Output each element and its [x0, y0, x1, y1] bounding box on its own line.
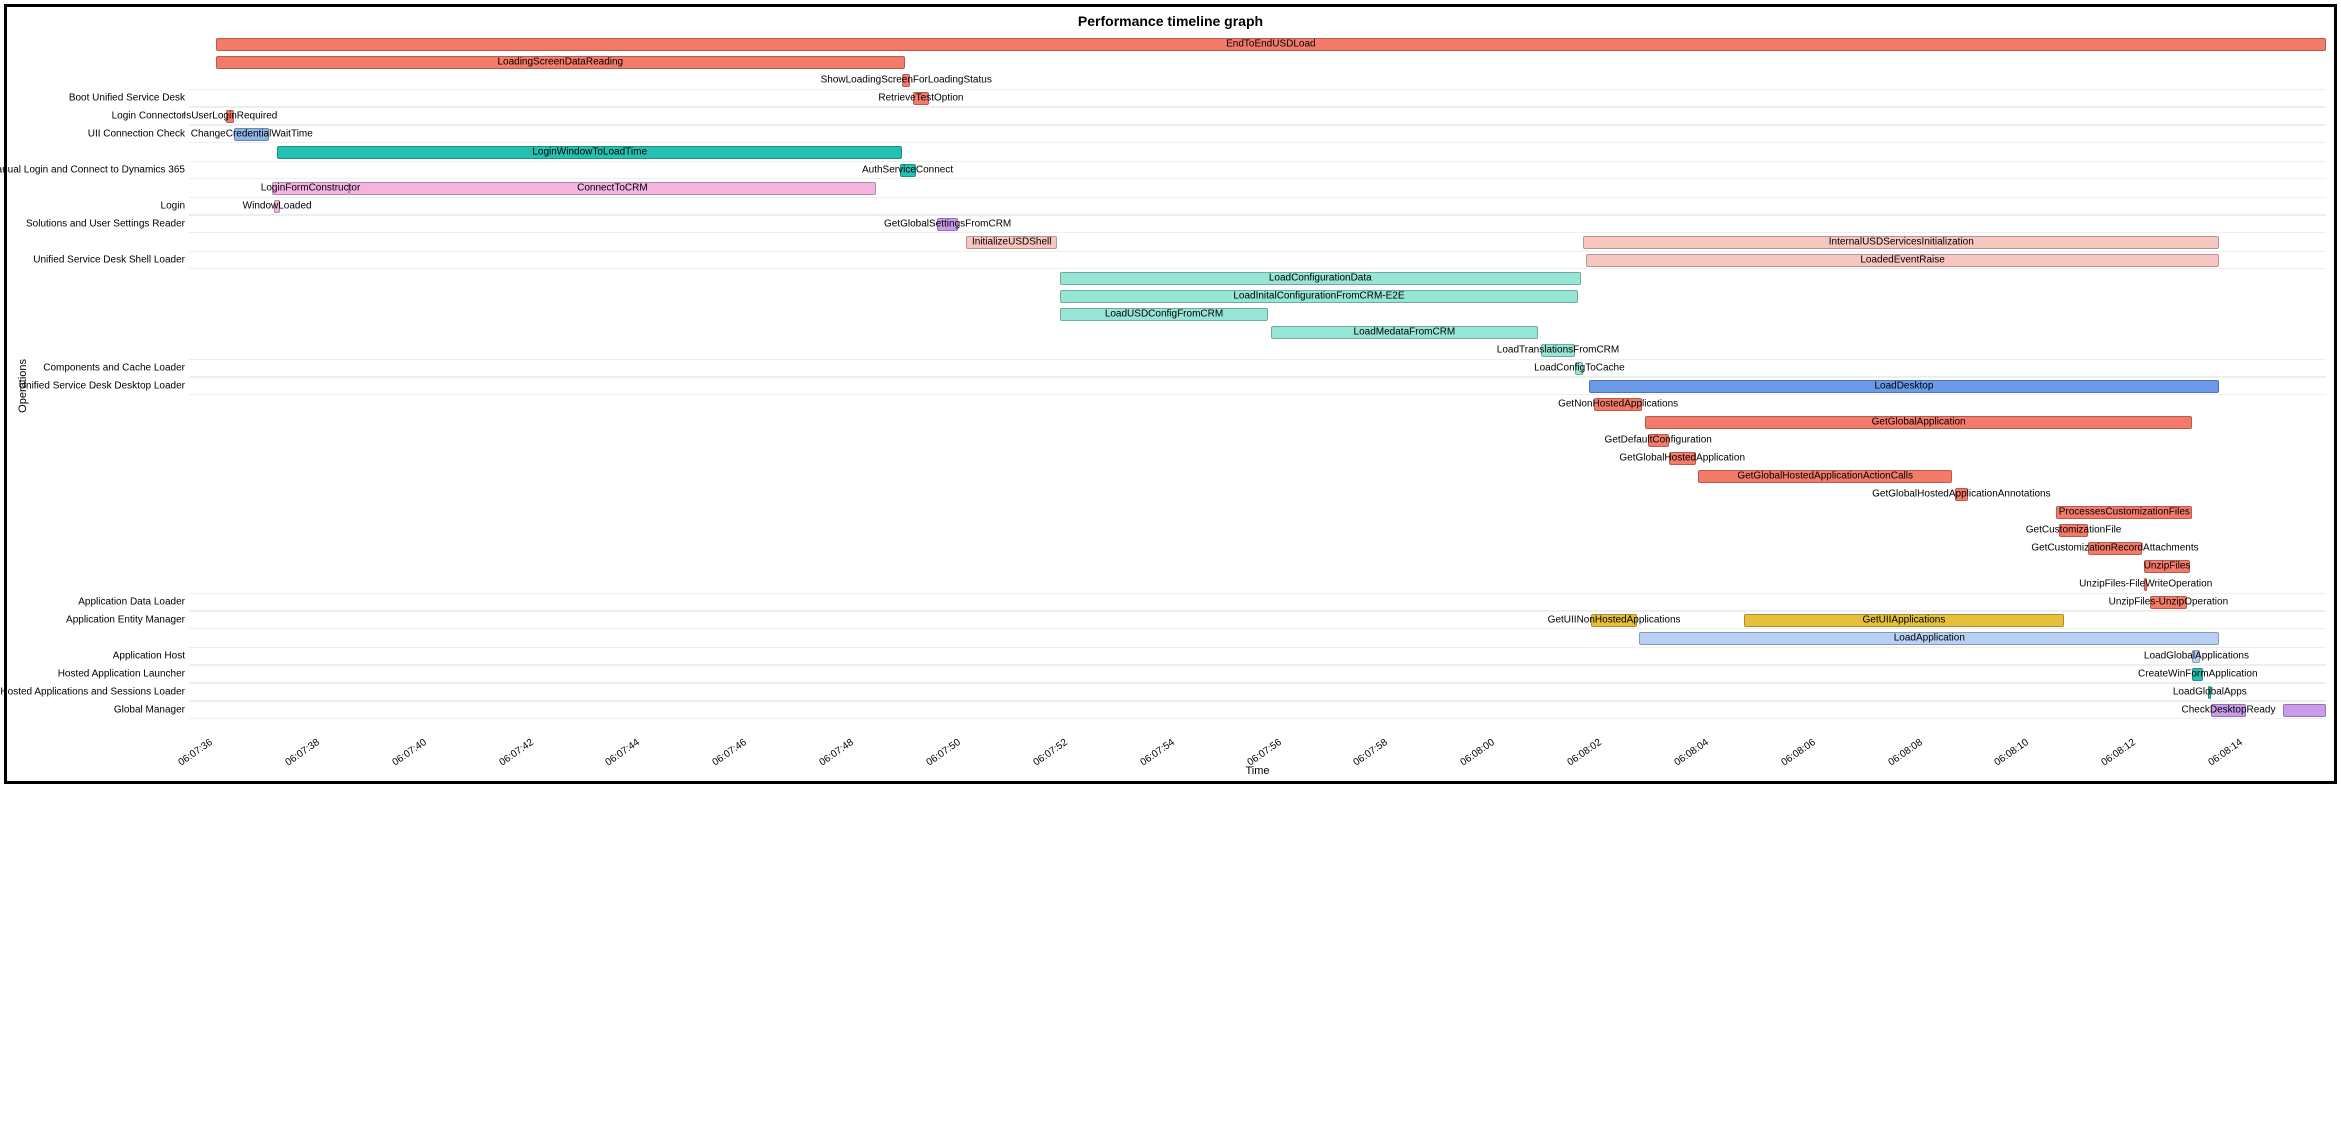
timeline-bar[interactable]: [2150, 596, 2187, 609]
x-tick-label: 06:07:36: [177, 737, 215, 768]
row-guide: [189, 107, 2326, 125]
timeline-bar[interactable]: [2059, 524, 2088, 537]
row-guide: [189, 683, 2326, 701]
row-guide: [189, 161, 2326, 179]
x-tick-label: 06:07:44: [604, 737, 642, 768]
row-guide: [189, 593, 2326, 611]
timeline-bar[interactable]: [1669, 452, 1696, 465]
timeline-bar[interactable]: [277, 146, 902, 159]
row-guide: [189, 215, 2326, 233]
timeline-bar[interactable]: [1060, 308, 1268, 321]
x-tick-label: 06:07:58: [1352, 737, 1390, 768]
y-category-label: Unified Service Desk Desktop Loader: [19, 381, 185, 392]
row-guide: [189, 89, 2326, 107]
timeline-bar[interactable]: [2211, 704, 2246, 717]
x-tick-label: 06:08:10: [1993, 737, 2031, 768]
x-tick-label: 06:08:08: [1886, 737, 1924, 768]
row-guide: [189, 197, 2326, 215]
timeline-bar[interactable]: [1591, 614, 1636, 627]
timeline-bar[interactable]: [2144, 560, 2189, 573]
y-category-label: Global Manager: [114, 705, 185, 716]
timeline-bar[interactable]: [937, 218, 958, 231]
timeline-bar[interactable]: [2283, 704, 2326, 717]
row-guide: [189, 359, 2326, 377]
x-tick-label: 06:08:00: [1459, 737, 1497, 768]
y-category-label: Application Entity Manager: [66, 615, 185, 626]
timeline-bar[interactable]: [1744, 614, 2065, 627]
plot-area: EndToEndUSDLoadLoadingScreenDataReadingS…: [189, 35, 2326, 737]
timeline-bar[interactable]: [2192, 650, 2200, 663]
y-category-label: Components and Cache Loader: [43, 363, 185, 374]
timeline-bar[interactable]: [234, 128, 269, 141]
timeline-bar[interactable]: [349, 182, 875, 195]
timeline-bar[interactable]: [274, 200, 279, 213]
x-tick-label: 06:07:50: [925, 737, 963, 768]
timeline-bar[interactable]: [1060, 290, 1578, 303]
timeline-bar[interactable]: [216, 38, 2326, 51]
x-tick-label: 06:07:54: [1138, 737, 1176, 768]
x-tick-label: 06:07:46: [711, 737, 749, 768]
y-category-label: Application Data Loader: [78, 597, 185, 608]
timeline-bar[interactable]: [913, 92, 929, 105]
y-category-label: Login: [161, 201, 185, 212]
x-tick-label: 06:08:02: [1566, 737, 1604, 768]
row-guide: [189, 665, 2326, 683]
timeline-bar[interactable]: [1594, 398, 1642, 411]
timeline-bar[interactable]: [1541, 344, 1576, 357]
timeline-bar[interactable]: [2088, 542, 2141, 555]
timeline-bar[interactable]: [1589, 380, 2219, 393]
y-category-label: Hosted Application Launcher: [58, 669, 185, 680]
chart-frame: Performance timeline graph Operations Bo…: [4, 4, 2337, 784]
timeline-bar[interactable]: [1648, 434, 1669, 447]
timeline-bar[interactable]: [2056, 506, 2192, 519]
timeline-bar[interactable]: [1583, 236, 2219, 249]
x-tick-label: 06:07:52: [1031, 737, 1069, 768]
y-category-label: Manual Login and Connect to Dynamics 365: [0, 165, 185, 176]
timeline-bar[interactable]: [2192, 668, 2203, 681]
y-category-label: UII Connection Check: [88, 129, 185, 140]
timeline-bar[interactable]: [2144, 578, 2147, 591]
y-category-label: Hosted Applications and Sessions Loader: [0, 687, 185, 698]
x-tick-label: 06:08:06: [1779, 737, 1817, 768]
x-tick-label: 06:08:14: [2207, 737, 2245, 768]
xaxis: Time 06:07:3606:07:3806:07:4006:07:4206:…: [189, 737, 2326, 773]
timeline-bar[interactable]: [1639, 632, 2219, 645]
y-category-label: Boot Unified Service Desk: [69, 93, 185, 104]
y-category-label: Login Connector: [112, 111, 185, 122]
x-tick-label: 06:08:04: [1672, 737, 1710, 768]
timeline-bar[interactable]: [226, 110, 234, 123]
row-guide: [189, 647, 2326, 665]
timeline-bar[interactable]: [900, 164, 916, 177]
plot-wrap: Operations Boot Unified Service DeskLogi…: [15, 35, 2326, 737]
timeline-bar[interactable]: [2208, 686, 2211, 699]
timeline-bar[interactable]: [216, 56, 905, 69]
row-guide: [189, 701, 2326, 719]
timeline-bar[interactable]: [1060, 272, 1581, 285]
timeline-bar[interactable]: [1575, 362, 1583, 375]
timeline-bar[interactable]: [1955, 488, 1968, 501]
y-category-label: Application Host: [113, 651, 185, 662]
x-tick-label: 06:08:12: [2100, 737, 2138, 768]
x-tick-label: 06:07:48: [818, 737, 856, 768]
row-guide: [189, 125, 2326, 143]
chart-title: Performance timeline graph: [15, 13, 2326, 29]
timeline-bar[interactable]: [1586, 254, 2219, 267]
y-category-label: Unified Service Desk Shell Loader: [33, 255, 185, 266]
timeline-bar[interactable]: [1698, 470, 1952, 483]
y-categories: Boot Unified Service Desk Login Connector…: [31, 35, 189, 737]
timeline-bar[interactable]: [1645, 416, 2193, 429]
y-category-label: Solutions and User Settings Reader: [26, 219, 185, 230]
xaxis-label: Time: [1245, 765, 1269, 777]
timeline-bar[interactable]: [902, 74, 910, 87]
x-tick-label: 06:07:56: [1245, 737, 1283, 768]
timeline-bar[interactable]: [1271, 326, 1538, 339]
x-tick-label: 06:07:38: [283, 737, 321, 768]
timeline-bar[interactable]: [966, 236, 1057, 249]
x-tick-label: 06:07:40: [390, 737, 428, 768]
timeline-bar[interactable]: [272, 182, 349, 195]
x-tick-label: 06:07:42: [497, 737, 535, 768]
